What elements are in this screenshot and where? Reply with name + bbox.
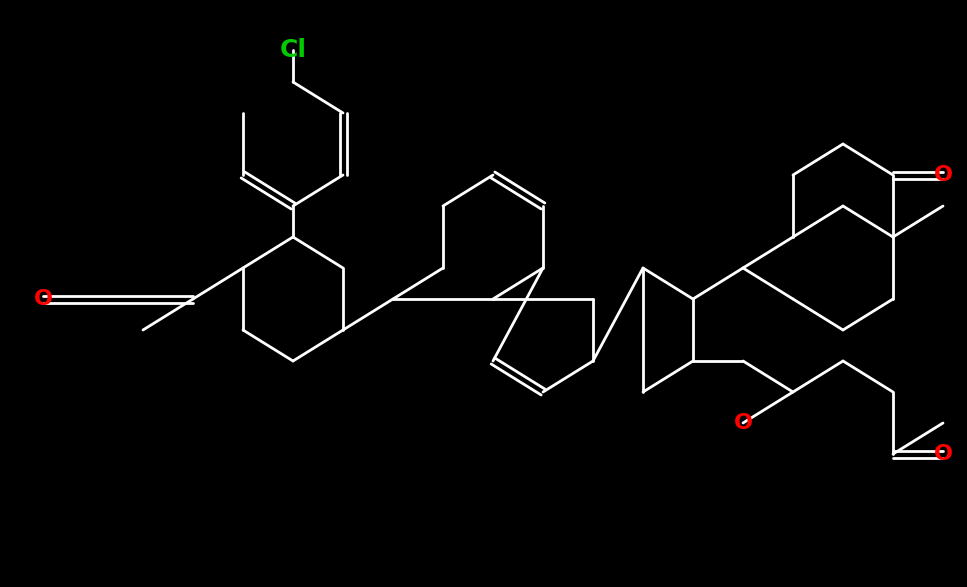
Text: O: O	[734, 413, 752, 433]
Text: O: O	[34, 289, 52, 309]
Text: Cl: Cl	[279, 38, 307, 62]
Text: O: O	[933, 165, 952, 185]
Text: O: O	[933, 444, 952, 464]
